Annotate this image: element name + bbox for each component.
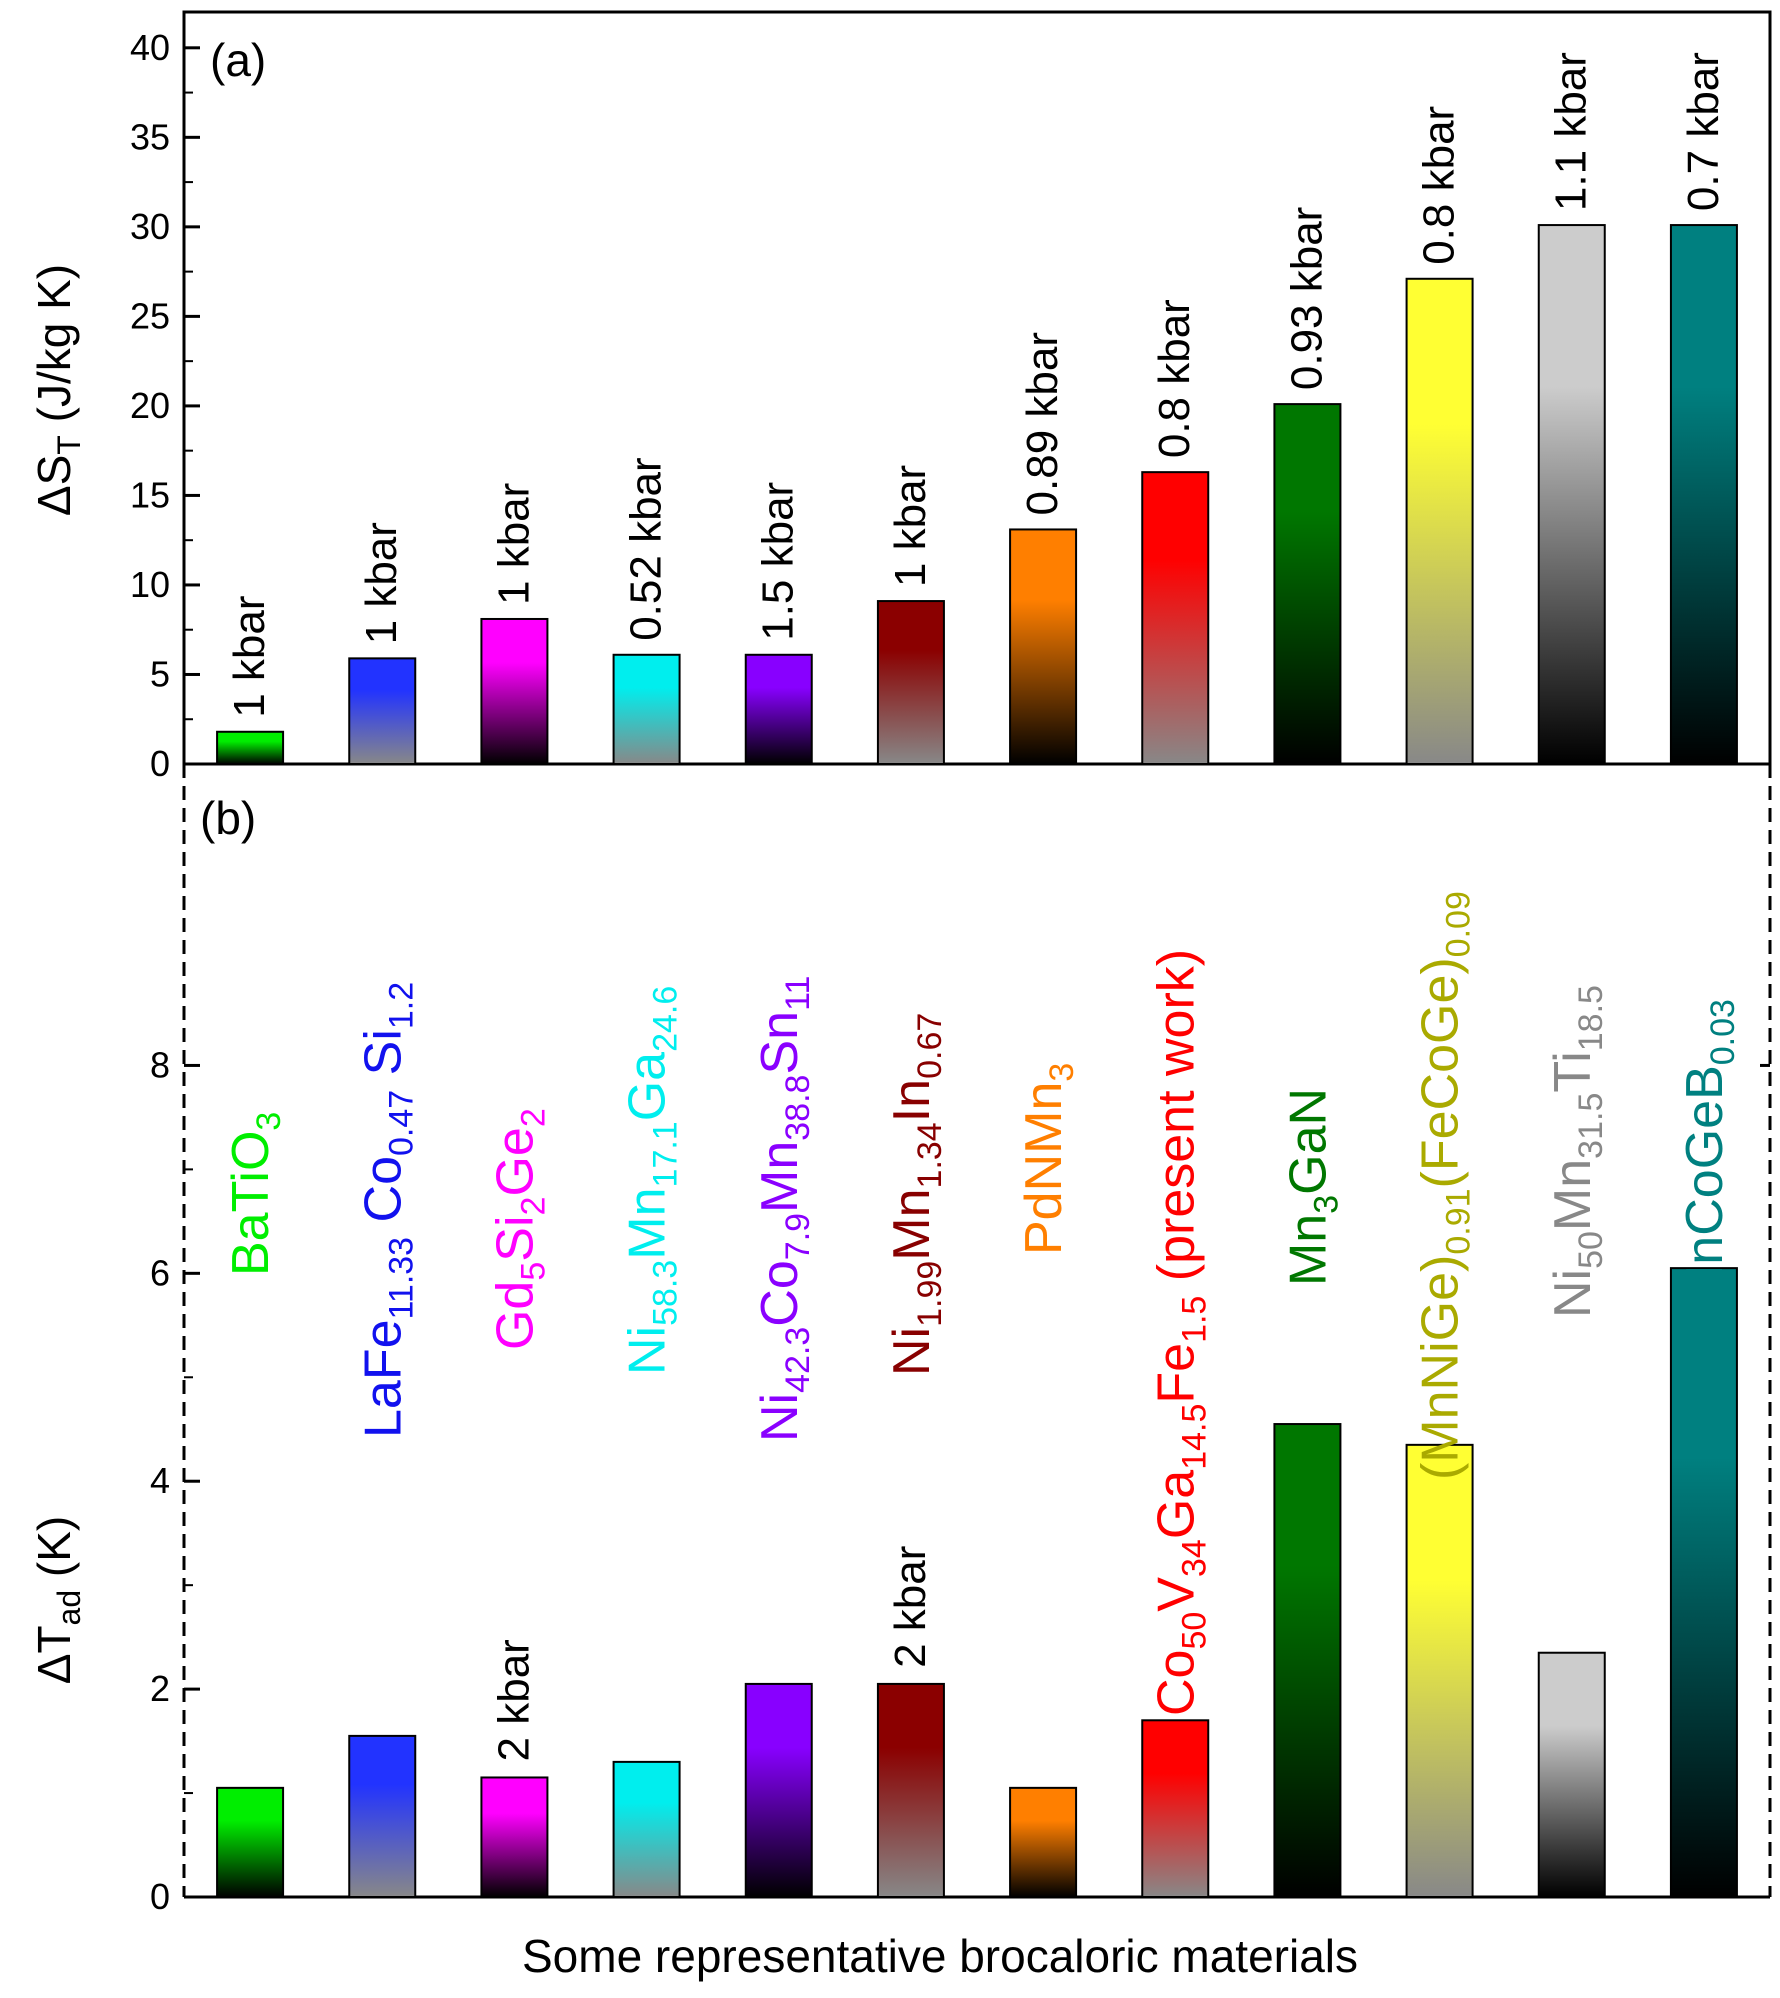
a-ytick-label: 0 [150,743,170,784]
a-bar-label: 0.93 kbar [1282,207,1331,390]
material-name: LaFe11.33 Co0.47 Si1.2 [354,982,420,1438]
b-bar [1405,1443,1474,1899]
a-bar-label: 1 kbar [886,465,935,587]
a-ytick-label: 40 [130,27,170,68]
panel-a-label: (a) [210,34,266,86]
a-bar [1273,403,1342,765]
b-bar [612,1760,681,1899]
material-name: MnCoGeB0.03 [1676,999,1742,1308]
panel-a: (a) 0 5 10 15 20 25 30 35 40 1 kbar 1 kbar 1 kbar 0… [28,10,1772,784]
b-ytick-label: 0 [150,1876,170,1917]
b-bar [216,1786,285,1898]
b-bar [1141,1719,1210,1898]
b-ytick-label: 8 [150,1044,170,1085]
a-bar-label: 1.1 kbar [1547,52,1596,211]
a-bar-label: 1.5 kbar [754,482,803,641]
b-bar [348,1734,417,1899]
a-ytick-label: 35 [130,116,170,157]
b-bar [744,1682,813,1898]
material-name: Mn3GaN [1279,1088,1345,1286]
a-ytick-label: 5 [150,653,170,694]
panel-b-label: (b) [200,792,256,844]
b-bar [1537,1651,1606,1899]
a-bar [348,657,417,765]
b-bar [1669,1267,1738,1898]
x-axis-title: Some representative brocaloric materials [522,1930,1358,1982]
a-ytick-label: 25 [130,295,170,336]
material-name: Ni42.3Co7.9Mn38.8Sn11 [751,976,817,1442]
material-name: PdNMn3 [1015,1063,1081,1255]
panel-b-ylabel: ΔTad (K) [28,1516,87,1685]
b-ytick-label: 4 [150,1460,170,1501]
a-bar [612,653,681,765]
panel-a-ylabel: ΔST (J/kg K) [28,264,87,516]
b-ytick-label: 2 [150,1668,170,1709]
a-bar-label: 0.8 kbar [1150,299,1199,458]
b-bar [1009,1786,1078,1898]
b-bar-label: 2 kbar [886,1546,935,1668]
material-name: Ni58.3Mn17.1Ga24.6 [619,986,685,1375]
a-bar-label: 0.7 kbar [1679,52,1728,211]
material-name: Gd5Si2Ge2 [486,1108,552,1350]
a-bar-label: 1 kbar [225,595,274,717]
a-bar [1141,471,1210,765]
a-bar [1537,224,1606,766]
a-bar [744,653,813,765]
a-ytick-label: 10 [130,564,170,605]
panel-b: (b) 0 2 4 6 8 2 kbar 2 kbar BaTiO3 LaFe11.33 C… [28,764,1772,1917]
b-bar [480,1776,549,1898]
a-bar [876,600,945,765]
a-ytick-label: 15 [130,474,170,515]
b-bar-label: 2 kbar [489,1639,538,1761]
a-bar [1009,528,1078,766]
a-bar-label: 0.89 kbar [1018,332,1067,515]
a-bar-label: 0.52 kbar [622,457,671,640]
a-bar [1405,277,1474,765]
a-bar [216,730,285,765]
material-name: BaTiO3 [222,1112,288,1276]
b-bar [1273,1423,1342,1898]
material-name: Ni1.99Mn1.34In0.67 [883,1013,949,1376]
a-bar-label: 1 kbar [357,522,406,644]
b-ytick-label: 6 [150,1252,170,1293]
material-name: Co50V34Ga14.5Fe1.5 (present work) [1147,949,1213,1716]
a-ytick-label: 20 [130,385,170,426]
a-bar [1669,224,1738,766]
material-name: Ni50Mn31.5Ti18.5 [1544,985,1610,1318]
a-ytick-label: 30 [130,206,170,247]
b-bar [876,1682,945,1898]
material-name: (MnNiGe)0.91(FeCoGe)0.09 [1412,891,1478,1480]
panel-a-frame [182,10,1772,766]
a-bar [480,617,549,765]
a-bar-label: 0.8 kbar [1415,106,1464,265]
a-bar-label: 1 kbar [489,483,538,605]
